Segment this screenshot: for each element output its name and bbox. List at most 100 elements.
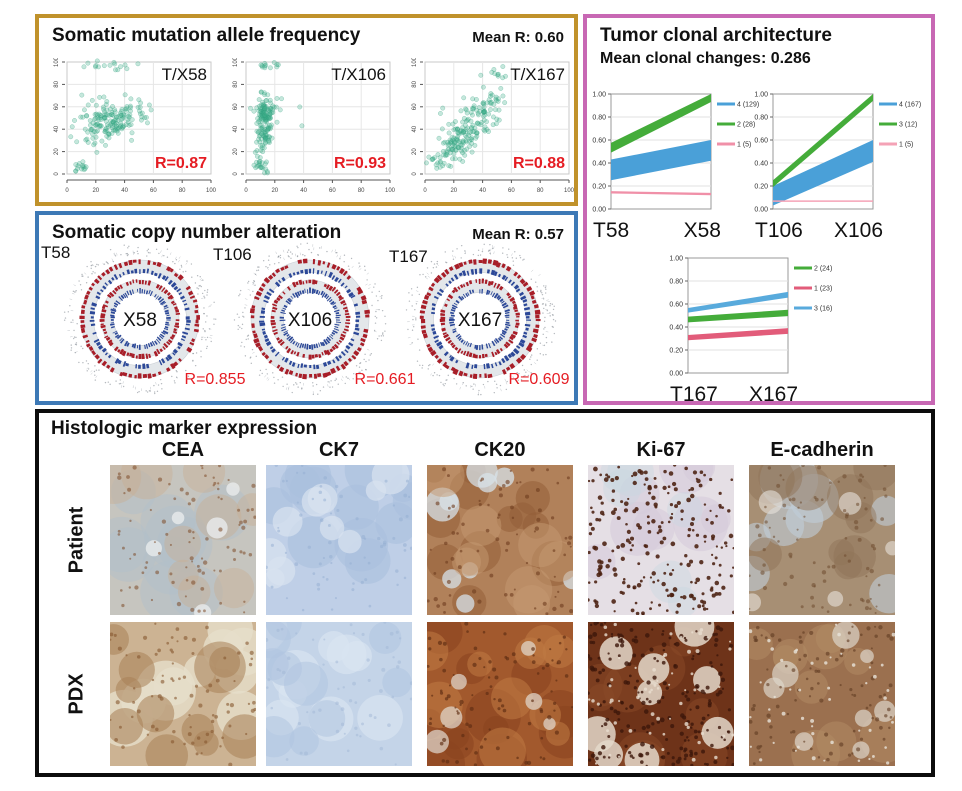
svg-text:0.40: 0.40 [754,161,768,168]
circos-r-value: R=0.855 [184,371,246,388]
svg-text:0: 0 [65,188,69,194]
legend-entry: 3 (16) [814,306,832,313]
svg-text:100: 100 [385,188,395,194]
scatter-r-value: R=0.93 [334,155,386,172]
clonal-title: Tumor clonal architecture [600,25,832,46]
svg-text:0.80: 0.80 [669,279,683,286]
circos-outer-label: T167 [389,247,428,266]
svg-text:60: 60 [508,188,515,194]
svg-text:100: 100 [54,58,60,67]
svg-text:100: 100 [233,58,239,67]
svg-text:40: 40 [121,188,128,194]
clonal-x-label: T167 [670,383,718,406]
svg-text:80: 80 [54,80,60,87]
svg-text:1.00: 1.00 [754,92,768,99]
clonal-subtitle: Mean clonal changes: 0.286 [600,50,811,67]
ihc-image-patient-cea [110,465,256,615]
legend-entry: 3 (12) [899,122,917,129]
clonal-chart-T58: 1.00 0.80 0.60 0.40 0.20 0.00 T58 X58 4 (129) 2 (… [592,92,759,243]
svg-text:0.00: 0.00 [669,371,683,378]
scatter-plot-T-X167: 0 20 40 60 80 100 0 20 40 60 80 100 T/X167 R=0.88 [412,58,574,194]
legend-entry: 1 (5) [737,142,751,149]
column-header-cea: CEA [161,439,205,461]
svg-text:40: 40 [412,125,418,132]
svg-text:40: 40 [479,188,486,194]
ihc-image-pdx-ck20 [427,622,573,766]
svg-text:0.00: 0.00 [592,207,606,214]
svg-text:0.60: 0.60 [754,138,768,145]
ihc-image-patient-ck20 [427,465,573,615]
somatic-mutation-title: Somatic mutation allele frequency [52,25,361,46]
circos-center-label: X167 [458,310,502,331]
copy-number-title: Somatic copy number alteration [52,222,342,243]
svg-text:20: 20 [92,188,99,194]
legend-entry: 2 (24) [814,266,832,273]
svg-text:40: 40 [54,125,60,132]
clonal-chart-T106: 1.00 0.80 0.60 0.40 0.20 0.00 T106 X106 4 (167) 3… [754,92,921,243]
svg-text:80: 80 [179,188,186,194]
scatter-plot-T-X106: 0 20 40 60 80 100 0 20 40 60 80 100 T/X106 R=0.93 [233,58,395,194]
histology-title: Histologic marker expression [51,418,318,439]
circos-outer-label: T58 [41,243,71,262]
scatter-title: T/X167 [510,65,565,84]
svg-text:0: 0 [423,188,427,194]
svg-text:0.60: 0.60 [669,302,683,309]
svg-text:0.00: 0.00 [754,207,768,214]
circos-r-value: R=0.661 [354,371,416,388]
clonal-architecture-panel: Tumor clonal architecture Mean clonal ch… [583,14,935,406]
clonal-chart-T167: 1.00 0.80 0.60 0.40 0.20 0.00 T167 X167 2 (24) 1 … [669,256,832,407]
clonal-x-label: T106 [755,219,803,242]
ihc-image-pdx-cea [110,622,256,766]
svg-text:80: 80 [537,188,544,194]
svg-text:80: 80 [412,80,418,87]
ihc-image-pdx-e-cadherin [749,622,895,766]
histology-panel: Histologic marker expression CEA CK7 CK2… [35,409,935,777]
column-header-ecadherin: E-cadherin [770,439,874,461]
svg-text:80: 80 [358,188,365,194]
svg-text:20: 20 [233,148,239,155]
svg-text:0: 0 [54,172,60,176]
ihc-image-pdx-ck7 [266,622,412,766]
ihc-image-pdx-ki-67 [588,622,734,766]
svg-text:60: 60 [150,188,157,194]
circos-r-value: R=0.609 [508,371,570,388]
legend-entry: 1 (5) [899,142,913,149]
clonal-x-label: X58 [684,219,721,242]
row-label-pdx: PDX [65,673,88,715]
clonal-x-label: T58 [593,219,629,242]
svg-text:0.20: 0.20 [592,184,606,191]
scatter-plot-T-X58: 0 20 40 60 80 100 0 20 40 60 80 100 T/X58 R=0.87 [54,58,216,194]
circos-plot-X106: X106 [233,242,387,396]
clonal-x-label: X106 [834,219,883,242]
scatter-r-value: R=0.88 [513,155,565,172]
svg-text:0.40: 0.40 [669,325,683,332]
svg-text:0: 0 [412,172,418,176]
maf-mean-r-label: Mean R: 0.60 [472,29,564,46]
svg-text:0.80: 0.80 [592,115,606,122]
legend-entry: 4 (129) [737,102,759,109]
circos-outer-label: T106 [213,245,252,264]
svg-text:0: 0 [244,188,248,194]
circos-center-label: X106 [288,310,332,331]
clonal-x-label: X167 [749,383,798,406]
ihc-image-patient-ki-67 [588,465,734,615]
svg-text:0.80: 0.80 [754,115,768,122]
legend-entry: 2 (28) [737,122,755,129]
scatter-title: T/X58 [162,65,207,84]
scatter-title: T/X106 [331,65,386,84]
legend-entry: 4 (167) [899,102,921,109]
svg-text:1.00: 1.00 [592,92,606,99]
scna-mean-r-label: Mean R: 0.57 [472,226,564,243]
svg-text:100: 100 [412,58,418,67]
column-header-ck7: CK7 [318,439,359,461]
svg-text:0.20: 0.20 [669,348,683,355]
row-label-patient: Patient [65,506,88,574]
svg-text:0.20: 0.20 [754,184,768,191]
svg-text:20: 20 [54,148,60,155]
column-header-ck20: CK20 [474,439,526,461]
svg-text:100: 100 [564,188,574,194]
column-header-ki67: Ki-67 [636,439,686,461]
svg-text:60: 60 [412,103,418,110]
svg-text:60: 60 [233,103,239,110]
